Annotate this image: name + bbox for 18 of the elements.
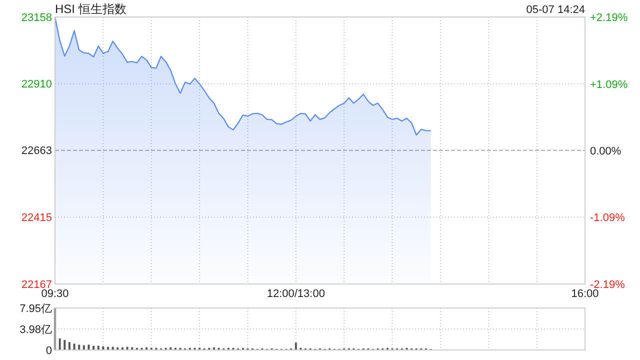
y-tick-label: 3.98亿	[20, 324, 52, 336]
y-tick-label: 22663	[21, 145, 52, 158]
y-tick-label: 22167	[21, 278, 52, 291]
chart-title: HSI 恒生指数	[55, 2, 126, 16]
y-tick-label: 22910	[21, 78, 52, 91]
x-tick-label: 09:30	[41, 288, 69, 300]
x-tick-label: 12:00/13:00	[266, 288, 325, 300]
y2-tick-label: 0.00%	[590, 145, 622, 158]
y-tick-label: 23158	[21, 12, 52, 24]
text: 05-07 14:24	[526, 4, 585, 16]
y2-tick-label: -2.19%	[590, 278, 626, 291]
y2-tick-label: +2.19%	[590, 12, 628, 24]
y-tick-label: 0	[46, 344, 52, 357]
x-tick-label: 16:00	[571, 288, 599, 300]
y2-tick-label: +1.09%	[590, 78, 628, 91]
y-tick-label: 22415	[21, 212, 52, 224]
y2-tick-label: -1.09%	[590, 212, 626, 224]
y-tick-label: 7.95亿	[20, 302, 52, 315]
